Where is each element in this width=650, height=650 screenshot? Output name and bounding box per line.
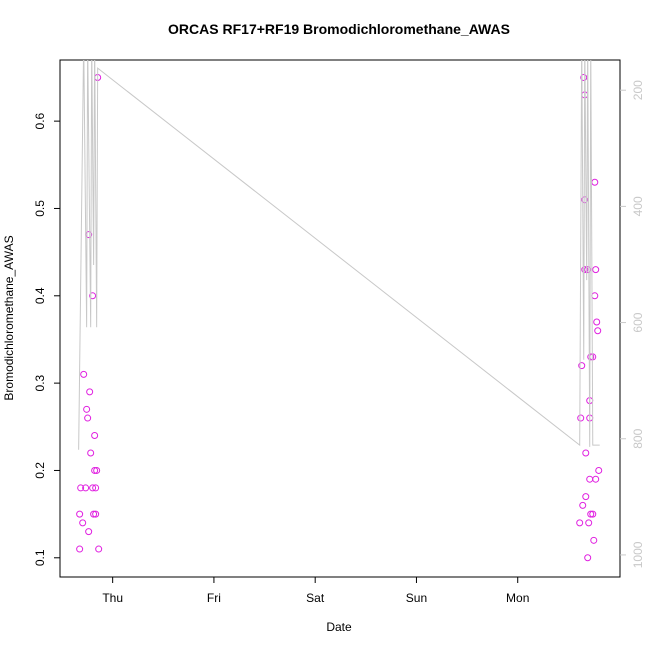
point — [91, 466, 99, 474]
point — [85, 528, 93, 536]
point — [89, 484, 97, 492]
point — [576, 519, 584, 527]
point — [89, 292, 97, 300]
point — [76, 510, 84, 518]
y2-tick-label: 800 — [631, 428, 645, 448]
y2-tick-label: 1000 — [631, 541, 645, 568]
chart-title: ORCAS RF17+RF19 Bromodichloromethane_AWA… — [168, 21, 510, 37]
y-axis-label: Bromodichloromethane_AWAS — [2, 235, 16, 400]
point — [590, 536, 598, 544]
point — [92, 484, 100, 492]
point — [77, 484, 85, 492]
point — [591, 178, 599, 186]
y2-tick-label: 400 — [631, 196, 645, 216]
x-tick-label: Mon — [506, 591, 529, 605]
point — [90, 510, 98, 518]
y-tick-label: 0.2 — [33, 462, 47, 479]
point — [589, 510, 597, 518]
point — [93, 466, 101, 474]
point — [82, 484, 90, 492]
point — [91, 432, 99, 440]
pressure-line — [78, 60, 600, 450]
x-tick-label: Thu — [102, 591, 123, 605]
point — [92, 510, 100, 518]
point — [95, 545, 103, 553]
point — [80, 370, 88, 378]
point — [584, 266, 592, 274]
plot-area — [76, 60, 603, 562]
point — [586, 475, 594, 483]
point — [582, 449, 590, 457]
x-axis-label: Date — [326, 620, 352, 634]
point — [584, 554, 592, 562]
x-tick-label: Sun — [406, 591, 427, 605]
point — [580, 73, 588, 81]
point — [578, 362, 586, 370]
point — [84, 414, 92, 422]
point — [594, 327, 602, 335]
point — [595, 466, 603, 474]
point — [581, 266, 589, 274]
y2-tick-label: 600 — [631, 312, 645, 332]
point — [592, 266, 600, 274]
plot-frame — [59, 59, 621, 578]
point — [582, 493, 590, 501]
point — [86, 388, 94, 396]
point — [83, 405, 91, 413]
y-tick-label: 0.3 — [33, 374, 47, 391]
point — [87, 449, 95, 457]
point — [76, 545, 84, 553]
point — [585, 519, 593, 527]
y2-tick-label: 200 — [631, 80, 645, 100]
y-tick-label: 0.5 — [33, 200, 47, 217]
point — [587, 353, 595, 361]
point — [577, 414, 585, 422]
point — [591, 292, 599, 300]
y-tick-label: 0.4 — [33, 287, 47, 304]
point — [592, 475, 600, 483]
point — [79, 519, 87, 527]
x-tick-label: Fri — [207, 591, 221, 605]
point — [579, 501, 587, 509]
x-tick-label: Sat — [306, 591, 325, 605]
point — [587, 510, 595, 518]
point — [593, 318, 601, 326]
y-tick-label: 0.6 — [33, 112, 47, 129]
y-tick-label: 0.1 — [33, 549, 47, 566]
